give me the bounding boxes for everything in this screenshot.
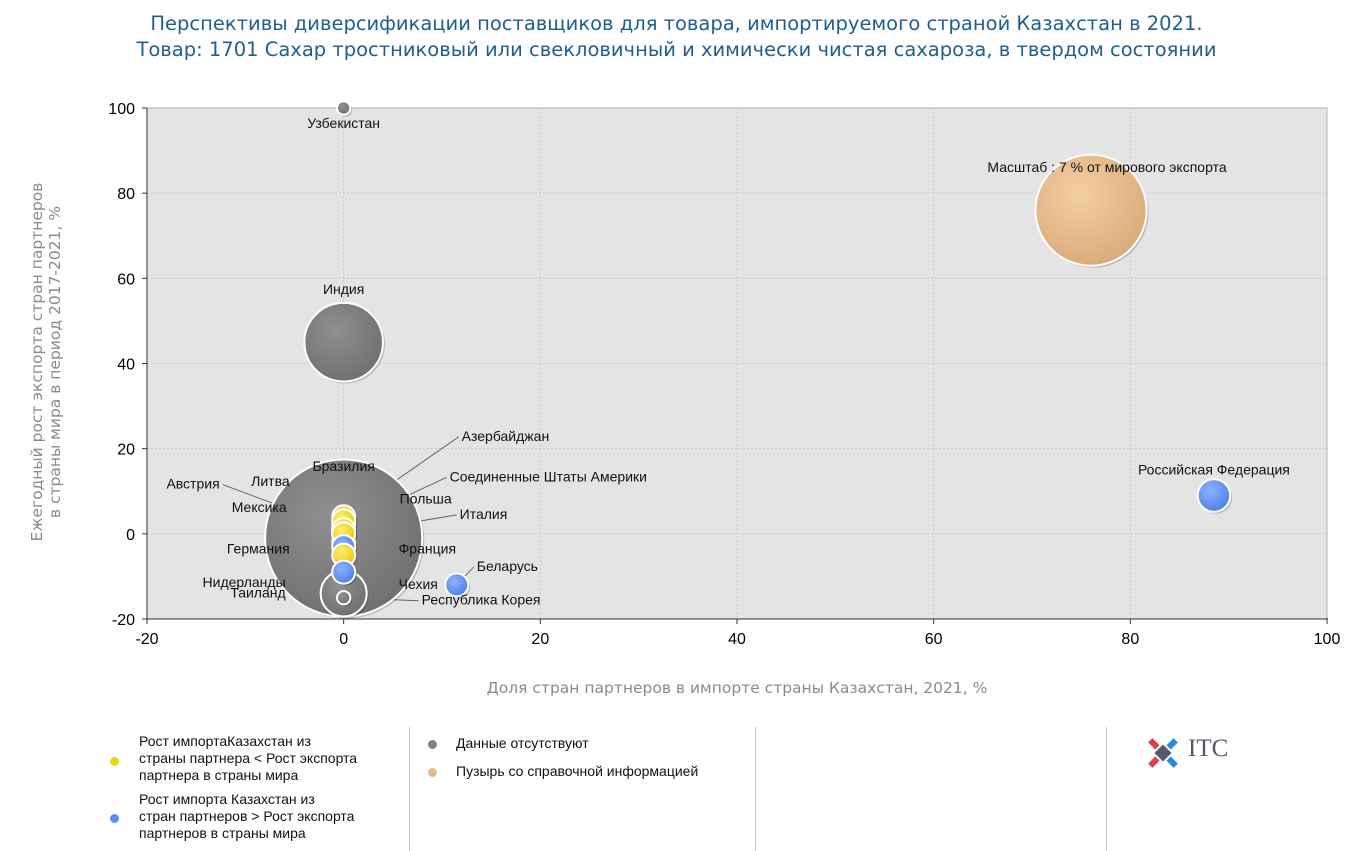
- bubble-gray: [336, 100, 352, 116]
- point-label: Бразилия: [312, 458, 374, 474]
- point-label: Италия: [460, 506, 508, 522]
- y-tick-label: 100: [108, 101, 135, 118]
- point-label: Соединенные Штаты Америки: [450, 468, 647, 484]
- chart-title: Перспективы диверсификации поставщиков д…: [150, 12, 1203, 35]
- bubble-blue: [331, 559, 357, 585]
- y-tick-label: 40: [117, 357, 135, 374]
- point-label: Литва: [251, 473, 290, 489]
- y-tick-label: 20: [117, 442, 135, 459]
- legend-gray-text: Данные отсутствуют: [456, 735, 589, 751]
- legend-blue-marker: [110, 814, 119, 823]
- point-label: Нидерланды: [203, 574, 286, 590]
- point-label: Республика Корея: [422, 592, 541, 608]
- bubble-blue: [444, 572, 470, 598]
- x-tick-label: 0: [339, 631, 348, 648]
- x-tick-label: 100: [1314, 631, 1341, 648]
- y-tick-label: 60: [117, 271, 135, 288]
- bubble-gray: [336, 590, 352, 606]
- reference-bubble: [1034, 153, 1148, 267]
- point-label: Индия: [323, 281, 364, 297]
- y-tick-label: 0: [126, 527, 135, 544]
- bubble-blue: [1196, 478, 1232, 513]
- point-label: Узбекистан: [307, 115, 380, 131]
- legend-separator: [755, 727, 756, 851]
- point-label: Азербайджан: [462, 428, 550, 444]
- y-axis-title-line2: в страны мира в период 2017-2021, %: [46, 206, 64, 518]
- point-label: Беларусь: [477, 558, 538, 574]
- legend-separator: [1106, 727, 1107, 851]
- point-label: Франция: [399, 540, 456, 556]
- point-label: Чехия: [399, 576, 438, 592]
- reference-label: Масштаб : 7 % от мирового экспорта: [987, 159, 1226, 175]
- bubble-chart: -20 0 20 40 60 80 100 100 80 60 40 20 0 -20 Узбекиста…: [28, 100, 1341, 697]
- point-label: Германия: [227, 541, 290, 557]
- x-tick-label: 20: [531, 631, 549, 648]
- legend-reference-text: Пузырь со справочной информацией: [456, 763, 699, 779]
- point-label: Польша: [400, 491, 452, 507]
- legend-yellow-marker: [110, 757, 119, 766]
- x-tick-label: 80: [1121, 631, 1139, 648]
- itc-logo-text: ITC: [1188, 735, 1229, 762]
- x-axis-title: Доля стран партнеров в импорте страны Ка…: [487, 679, 988, 697]
- itc-logo-icon: [1148, 738, 1178, 768]
- x-tick-label: 40: [728, 631, 746, 648]
- legend-gray-marker: [428, 740, 437, 749]
- y-tick-label: 80: [117, 186, 135, 203]
- x-tick-label: 60: [925, 631, 943, 648]
- chart-subtitle: Товар: 1701 Сахар тростниковый или свекл…: [136, 38, 1217, 61]
- y-tick-label: -20: [112, 612, 135, 629]
- point-label: Таиланд: [230, 584, 285, 600]
- x-tick-label: -20: [135, 631, 158, 648]
- legend-separator: [409, 727, 410, 851]
- point-label: Мексика: [232, 499, 287, 515]
- point-label: Австрия: [166, 476, 219, 492]
- legend-blue-text: Рост импорта Казахстан из стран партнеро…: [139, 791, 355, 841]
- legend-yellow-text: Рост импортаКазахстан из страны партнера…: [139, 733, 358, 783]
- legend-reference-marker: [428, 768, 437, 777]
- bubble-gray: [303, 301, 384, 383]
- point-label: Российская Федерация: [1138, 462, 1290, 478]
- y-axis-title-line1: Ежегодный рост экспорта стран партнеров: [28, 183, 46, 542]
